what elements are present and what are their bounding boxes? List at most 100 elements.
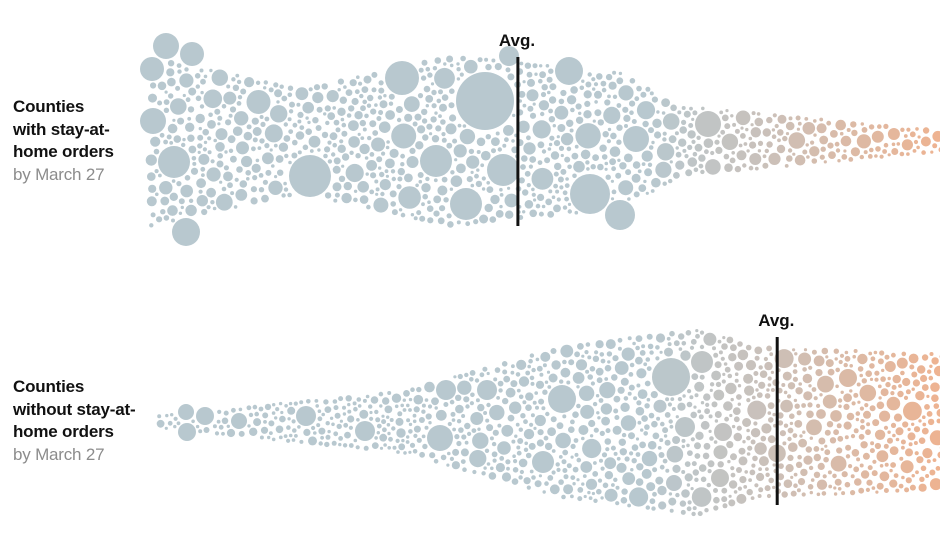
county-dot <box>539 373 543 377</box>
county-dot <box>648 344 654 350</box>
county-dot <box>240 89 246 95</box>
county-dot <box>878 396 881 399</box>
county-dot <box>693 152 698 157</box>
county-dot <box>777 138 781 142</box>
county-dot <box>551 348 557 354</box>
county-dot <box>464 60 478 74</box>
county-dot <box>544 157 550 163</box>
county-dot <box>649 413 655 419</box>
county-dot <box>629 487 648 506</box>
county-dot <box>385 61 419 95</box>
county-dot <box>564 157 570 163</box>
county-dot <box>547 77 553 83</box>
county-dot <box>861 122 864 125</box>
county-dot <box>570 420 575 425</box>
county-dot <box>887 397 901 411</box>
county-dot <box>370 109 376 115</box>
county-dot <box>559 146 564 151</box>
county-dot <box>714 440 718 444</box>
county-dot <box>217 116 222 121</box>
county-dot <box>735 166 741 172</box>
county-dot <box>472 428 477 433</box>
county-dot <box>793 364 797 368</box>
county-dot <box>798 439 807 448</box>
county-dot <box>687 130 695 138</box>
county-dot <box>480 372 485 377</box>
county-dot <box>826 359 834 367</box>
county-dot <box>554 172 559 177</box>
county-dot <box>641 344 645 348</box>
county-dot <box>927 411 933 417</box>
county-dot <box>355 89 360 94</box>
county-dot <box>605 489 618 502</box>
county-dot <box>389 94 395 100</box>
county-dot <box>663 459 668 464</box>
county-dot <box>160 209 165 214</box>
county-dot <box>253 418 261 426</box>
county-dot <box>286 425 291 430</box>
county-dot <box>317 107 323 113</box>
county-dot <box>841 136 852 147</box>
county-dot <box>237 101 242 106</box>
county-dot <box>772 134 777 139</box>
county-dot <box>316 423 320 427</box>
county-dot <box>794 352 797 355</box>
county-dot <box>426 124 432 130</box>
county-dot <box>879 350 884 355</box>
county-dot <box>640 428 643 431</box>
county-dot <box>632 342 636 346</box>
county-dot <box>374 436 378 440</box>
county-dot <box>651 141 654 144</box>
county-dot <box>729 495 732 498</box>
county-dot <box>160 133 165 138</box>
county-dot <box>567 95 576 104</box>
county-dot <box>446 56 453 63</box>
county-dot <box>578 425 588 435</box>
county-dot <box>574 351 580 357</box>
county-dot <box>482 367 487 372</box>
county-dot <box>554 140 560 146</box>
county-dot <box>629 110 634 115</box>
county-dot <box>368 404 372 408</box>
county-dot <box>652 492 657 497</box>
county-dot <box>267 436 270 439</box>
county-dot <box>567 147 572 152</box>
county-dot <box>538 399 544 405</box>
county-dot <box>914 426 920 432</box>
county-dot <box>900 152 905 157</box>
county-dot <box>563 484 573 494</box>
county-dot <box>411 213 414 216</box>
county-dot <box>217 153 223 159</box>
county-dot <box>888 128 900 140</box>
county-dot <box>326 435 331 440</box>
county-dot <box>341 193 351 203</box>
county-dot <box>703 333 716 346</box>
county-dot <box>670 509 674 513</box>
county-dot <box>746 345 752 351</box>
county-dot <box>601 403 612 414</box>
county-dot <box>897 142 901 146</box>
county-dot <box>198 151 201 154</box>
county-dot <box>215 142 225 152</box>
county-dot <box>571 444 576 449</box>
county-dot <box>547 475 553 481</box>
county-dot <box>496 396 500 400</box>
county-dot <box>490 195 499 204</box>
county-dot <box>687 450 693 456</box>
county-dot <box>381 419 386 424</box>
county-dot <box>765 149 769 153</box>
county-dot <box>802 367 807 372</box>
county-dot <box>352 98 359 105</box>
county-dot <box>360 120 366 126</box>
county-dot <box>452 139 457 144</box>
county-dot <box>794 420 802 428</box>
county-dot <box>525 62 531 68</box>
county-dot <box>863 411 871 419</box>
county-dot <box>354 111 362 119</box>
county-dot <box>668 498 676 506</box>
county-dot <box>252 118 259 125</box>
county-dot <box>496 132 500 136</box>
county-dot <box>929 470 935 476</box>
county-dot <box>325 121 329 125</box>
county-dot <box>669 419 673 423</box>
